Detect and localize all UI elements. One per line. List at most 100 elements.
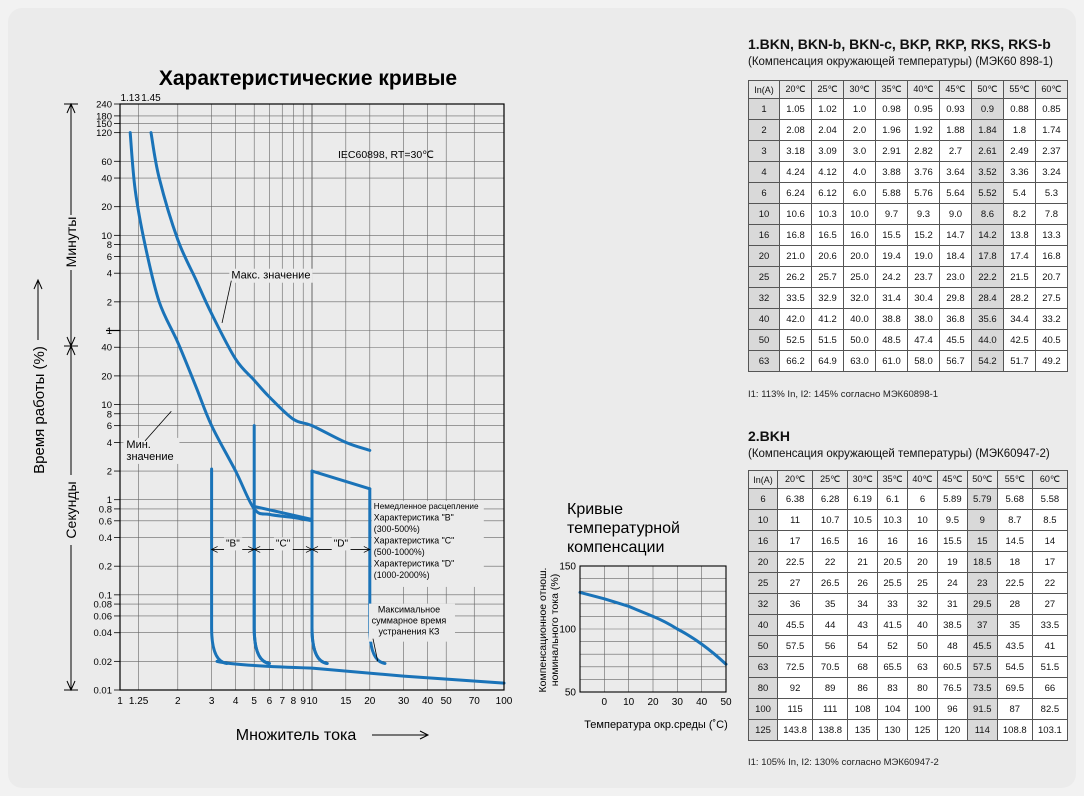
temp-x-tick-label: 20 <box>647 697 659 708</box>
table2-value-cell: 6.1 <box>877 488 909 510</box>
temp-x-tick-label: 30 <box>672 697 684 708</box>
table1-row: 25 26.2 25.7 25.0 24.2 23.7 23.0 22.2 21.5 20.7 <box>747 266 1069 288</box>
table1-current-cell: 10 <box>747 203 781 225</box>
table1-value-cell: 49.2 <box>1034 350 1069 372</box>
table2-value-cell: 73.5 <box>966 677 998 699</box>
table2-current-cell: 16 <box>747 530 779 552</box>
table1-value-cell: 23.7 <box>907 266 940 288</box>
table2-value-cell: 26 <box>847 572 879 594</box>
table2-value-cell: 125 <box>907 719 938 741</box>
table1-value-cell: 2.04 <box>811 119 845 141</box>
table2-value-cell: 82.5 <box>1031 698 1069 720</box>
table1-row: 63 66.2 64.9 63.0 61.0 58.0 56.7 54.2 51.7 49.2 <box>747 350 1069 372</box>
table2-value-cell: 35 <box>996 614 1033 636</box>
x-axis-title: Множитель тока <box>236 727 357 744</box>
table2-value-cell: 27 <box>1031 593 1069 615</box>
curve-min-tail <box>252 504 314 521</box>
y-tick-label: 40 <box>101 343 112 354</box>
table1-row: 3 3.18 3.09 3.0 2.91 2.82 2.7 2.61 2.49 2.37 <box>747 140 1069 162</box>
x-tick-label: 10 <box>306 696 318 707</box>
table1-value-cell: 34.4 <box>1002 308 1036 330</box>
table1-value-cell: 3.0 <box>843 140 877 162</box>
table1-value-cell: 0.95 <box>907 98 940 120</box>
table2-value-cell: 41.5 <box>877 614 909 636</box>
y-tick-label: 0.6 <box>99 516 112 527</box>
chart-curves <box>128 131 506 685</box>
table2-current-cell: 10 <box>747 509 779 531</box>
x-axis-arrow <box>372 730 430 740</box>
table2-value-cell: 16.5 <box>812 530 849 552</box>
table2-value-cell: 60.5 <box>936 656 968 678</box>
table1-value-cell: 64.9 <box>811 350 845 372</box>
table1-value-cell: 5.3 <box>1034 182 1069 204</box>
range-arrow <box>253 546 261 553</box>
table1-value-cell: 23.0 <box>938 266 972 288</box>
table2-value-cell: 14 <box>1031 530 1069 552</box>
table2-value-cell: 68 <box>847 656 879 678</box>
y-tick-label: 0.01 <box>94 686 113 697</box>
table1-value-cell: 4.12 <box>811 161 845 183</box>
instant-trip-line <box>252 424 271 665</box>
table2-value-cell: 9 <box>966 509 998 531</box>
table2-value-cell: 37 <box>966 614 998 636</box>
table1-value-cell: 2.08 <box>779 119 813 141</box>
table2-row: 63 72.5 70.5 68 65.5 63 60.5 57.5 54.5 51.5 <box>747 656 1069 678</box>
table2-value-cell: 28 <box>996 593 1033 615</box>
range-label: "D" <box>334 538 349 549</box>
table2-row: 10 11 10.7 10.5 10.3 10 9.5 9 8.7 8.5 <box>747 509 1069 531</box>
table1-row: 50 52.5 51.5 50.0 48.5 47.4 45.5 44.0 42.5 40.5 <box>747 329 1069 351</box>
table2-current-cell: 32 <box>747 593 779 615</box>
table1-header-cell: 20℃ <box>779 80 813 99</box>
table1-value-cell: 1.96 <box>875 119 908 141</box>
table1-value-cell: 5.88 <box>875 182 908 204</box>
y-tick-label: 1 <box>107 326 112 337</box>
y-tick-label: 10 <box>101 231 112 242</box>
table2-value-cell: 16 <box>847 530 879 552</box>
table2-header-cell: 35℃ <box>877 470 909 489</box>
table1-current-cell: 6 <box>747 182 781 204</box>
table1-value-cell: 5.76 <box>907 182 940 204</box>
minutes-label: Минуты <box>63 217 79 268</box>
range-label-bg <box>273 537 293 551</box>
table1-value-cell: 16.5 <box>811 224 845 246</box>
table2-value-cell: 11 <box>777 509 814 531</box>
x-tick-label: 7 <box>279 696 285 707</box>
table2-value-cell: 22 <box>812 551 849 573</box>
legend-line: Характеристика "B" <box>374 512 454 522</box>
table2-value-cell: 96 <box>936 698 968 720</box>
table2-value-cell: 24 <box>936 572 968 594</box>
x-tick-label: 15 <box>340 696 352 707</box>
table1-value-cell: 4.0 <box>843 161 877 183</box>
table1-value-cell: 33.5 <box>779 287 813 309</box>
table1-current-cell: 4 <box>747 161 781 183</box>
table2-value-cell: 65.5 <box>877 656 909 678</box>
table1-value-cell: 52.5 <box>779 329 813 351</box>
top-current-label: 1.13 <box>120 93 140 104</box>
table2-value-cell: 25 <box>907 572 938 594</box>
table1-value-cell: 3.24 <box>1034 161 1069 183</box>
curve-max-tail <box>310 469 372 491</box>
table2-value-cell: 43.5 <box>996 635 1033 657</box>
table2-value-cell: 51.5 <box>1031 656 1069 678</box>
table2-value-cell: 80 <box>907 677 938 699</box>
range-label-bg <box>331 537 351 551</box>
table2-header-cell: 50℃ <box>966 470 998 489</box>
table1-value-cell: 9.3 <box>907 203 940 225</box>
legend-line: (500-1000%) <box>374 547 425 557</box>
table1-value-cell: 3.88 <box>875 161 908 183</box>
table1-header-cell: 60℃ <box>1034 80 1069 99</box>
table2-value-cell: 14.5 <box>996 530 1033 552</box>
y-tick-label: 240 <box>96 100 112 111</box>
table2-value-cell: 36 <box>777 593 814 615</box>
table2-value-cell: 10.7 <box>812 509 849 531</box>
x-tick-label: 4 <box>233 696 239 707</box>
y-axis-arrow <box>33 278 43 340</box>
table2-value-cell: 45.5 <box>966 635 998 657</box>
top-current-label: 1.45 <box>141 93 161 104</box>
table2-row: 6 6.38 6.28 6.19 6.1 6 5.89 5.79 5.68 5.58 <box>747 488 1069 510</box>
table2-value-cell: 5.58 <box>1031 488 1069 510</box>
table1-value-cell: 28.4 <box>970 287 1004 309</box>
legend-line: Немедленное расцепление <box>374 502 479 511</box>
table2-value-cell: 66 <box>1031 677 1069 699</box>
table1-value-cell: 66.2 <box>779 350 813 372</box>
